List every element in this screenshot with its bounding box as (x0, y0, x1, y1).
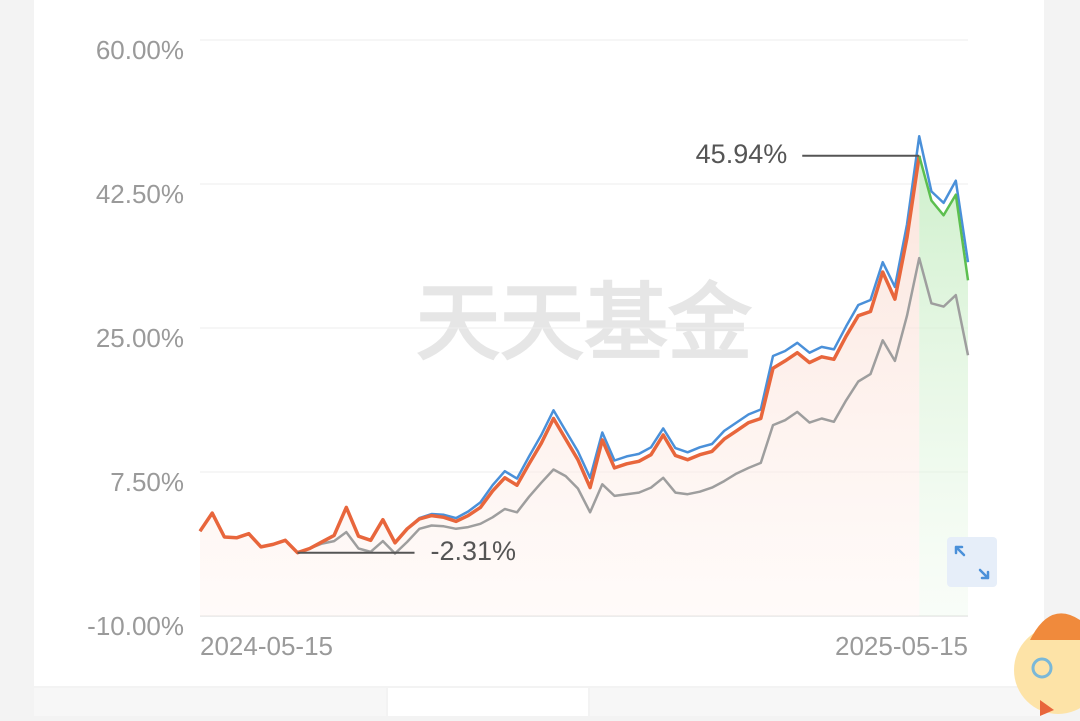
tab[interactable] (388, 688, 588, 716)
mascot[interactable] (1014, 613, 1080, 716)
area (919, 155, 968, 616)
expand-button[interactable] (947, 537, 997, 587)
tab[interactable] (34, 688, 386, 716)
y-tick-label: 60.00% (96, 35, 184, 65)
area (200, 155, 920, 616)
x-tick-label: 2024-05-15 (200, 631, 333, 661)
tab[interactable] (590, 688, 1044, 716)
y-tick-label: 42.50% (96, 179, 184, 209)
line (917, 155, 970, 281)
y-tick-label: 7.50% (110, 467, 184, 497)
annotation-label: -2.31% (431, 536, 517, 566)
line (198, 256, 970, 555)
y-tick-label: 25.00% (96, 323, 184, 353)
line (198, 155, 921, 555)
x-tick-label: 2025-05-15 (835, 631, 968, 661)
annotation-label: 45.94% (696, 139, 788, 169)
y-tick-label: -10.00% (87, 611, 184, 641)
watermark: 天天基金 (416, 273, 753, 372)
